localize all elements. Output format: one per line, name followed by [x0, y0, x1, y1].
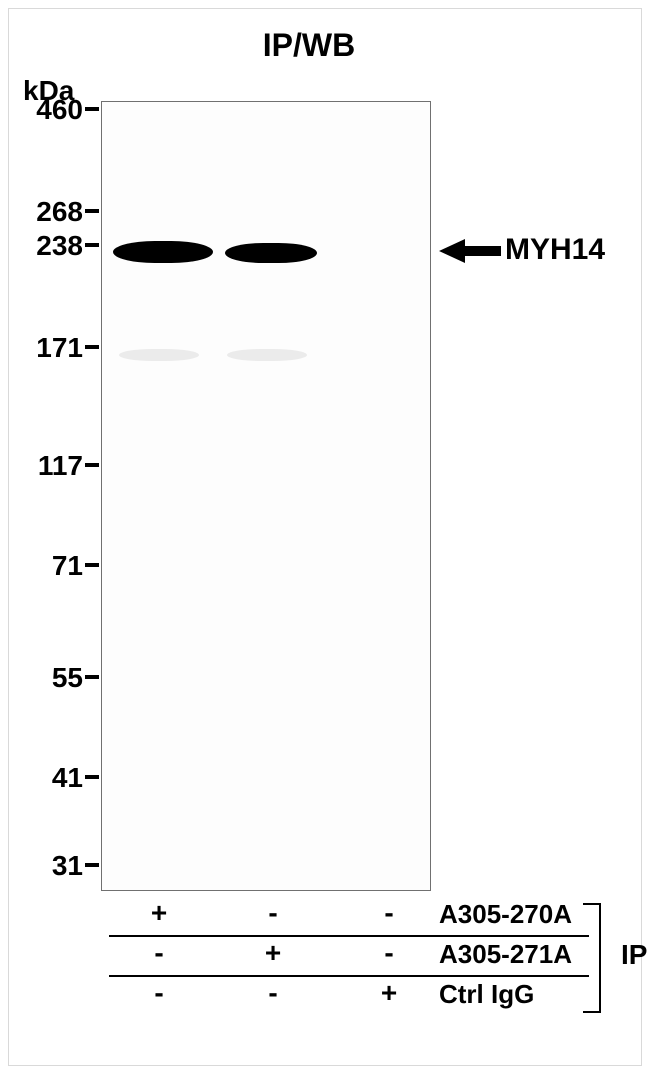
mw-label: 71: [25, 550, 83, 582]
antibody-label: A305-271A: [439, 939, 572, 970]
mw-label: 31: [25, 850, 83, 882]
faint-band: [227, 349, 307, 361]
arrow-head-icon: [439, 239, 465, 263]
mw-label: 117: [25, 450, 83, 482]
faint-band: [119, 349, 199, 361]
ip-label: IP: [621, 939, 647, 971]
lane-symbol: +: [144, 897, 174, 929]
protein-arrow: [439, 239, 501, 263]
protein-band: [225, 243, 317, 263]
protein-label: MYH14: [505, 233, 605, 267]
ip-bracket: [599, 903, 601, 1013]
mw-label: 268: [25, 196, 83, 228]
figure-frame: IP/WB kDa MYH14 IP 460268238171117715541…: [8, 8, 642, 1066]
lane-symbol: -: [258, 897, 288, 929]
mw-label: 460: [25, 94, 83, 126]
mw-label: 41: [25, 762, 83, 794]
mw-label: 238: [25, 230, 83, 262]
mw-label: 171: [25, 332, 83, 364]
figure-title: IP/WB: [199, 27, 419, 64]
antibody-label: A305-270A: [439, 899, 572, 930]
lane-symbol: +: [374, 977, 404, 1009]
mw-tick: [85, 209, 99, 213]
mw-tick: [85, 107, 99, 111]
table-divider: [109, 935, 589, 937]
lane-symbol: -: [258, 977, 288, 1009]
lane-symbol: -: [374, 897, 404, 929]
table-divider: [109, 975, 589, 977]
mw-tick: [85, 675, 99, 679]
protein-band: [113, 241, 213, 263]
mw-tick: [85, 563, 99, 567]
mw-tick: [85, 775, 99, 779]
lane-symbol: -: [374, 937, 404, 969]
ip-bracket-arm: [583, 903, 599, 905]
mw-tick: [85, 345, 99, 349]
arrow-shaft: [465, 246, 501, 256]
mw-tick: [85, 243, 99, 247]
antibody-label: Ctrl IgG: [439, 979, 534, 1010]
lane-symbol: +: [258, 937, 288, 969]
mw-tick: [85, 463, 99, 467]
mw-tick: [85, 863, 99, 867]
mw-label: 55: [25, 662, 83, 694]
lane-symbol: -: [144, 977, 174, 1009]
blot-membrane: [101, 101, 431, 891]
ip-bracket-arm: [583, 1011, 599, 1013]
lane-symbol: -: [144, 937, 174, 969]
